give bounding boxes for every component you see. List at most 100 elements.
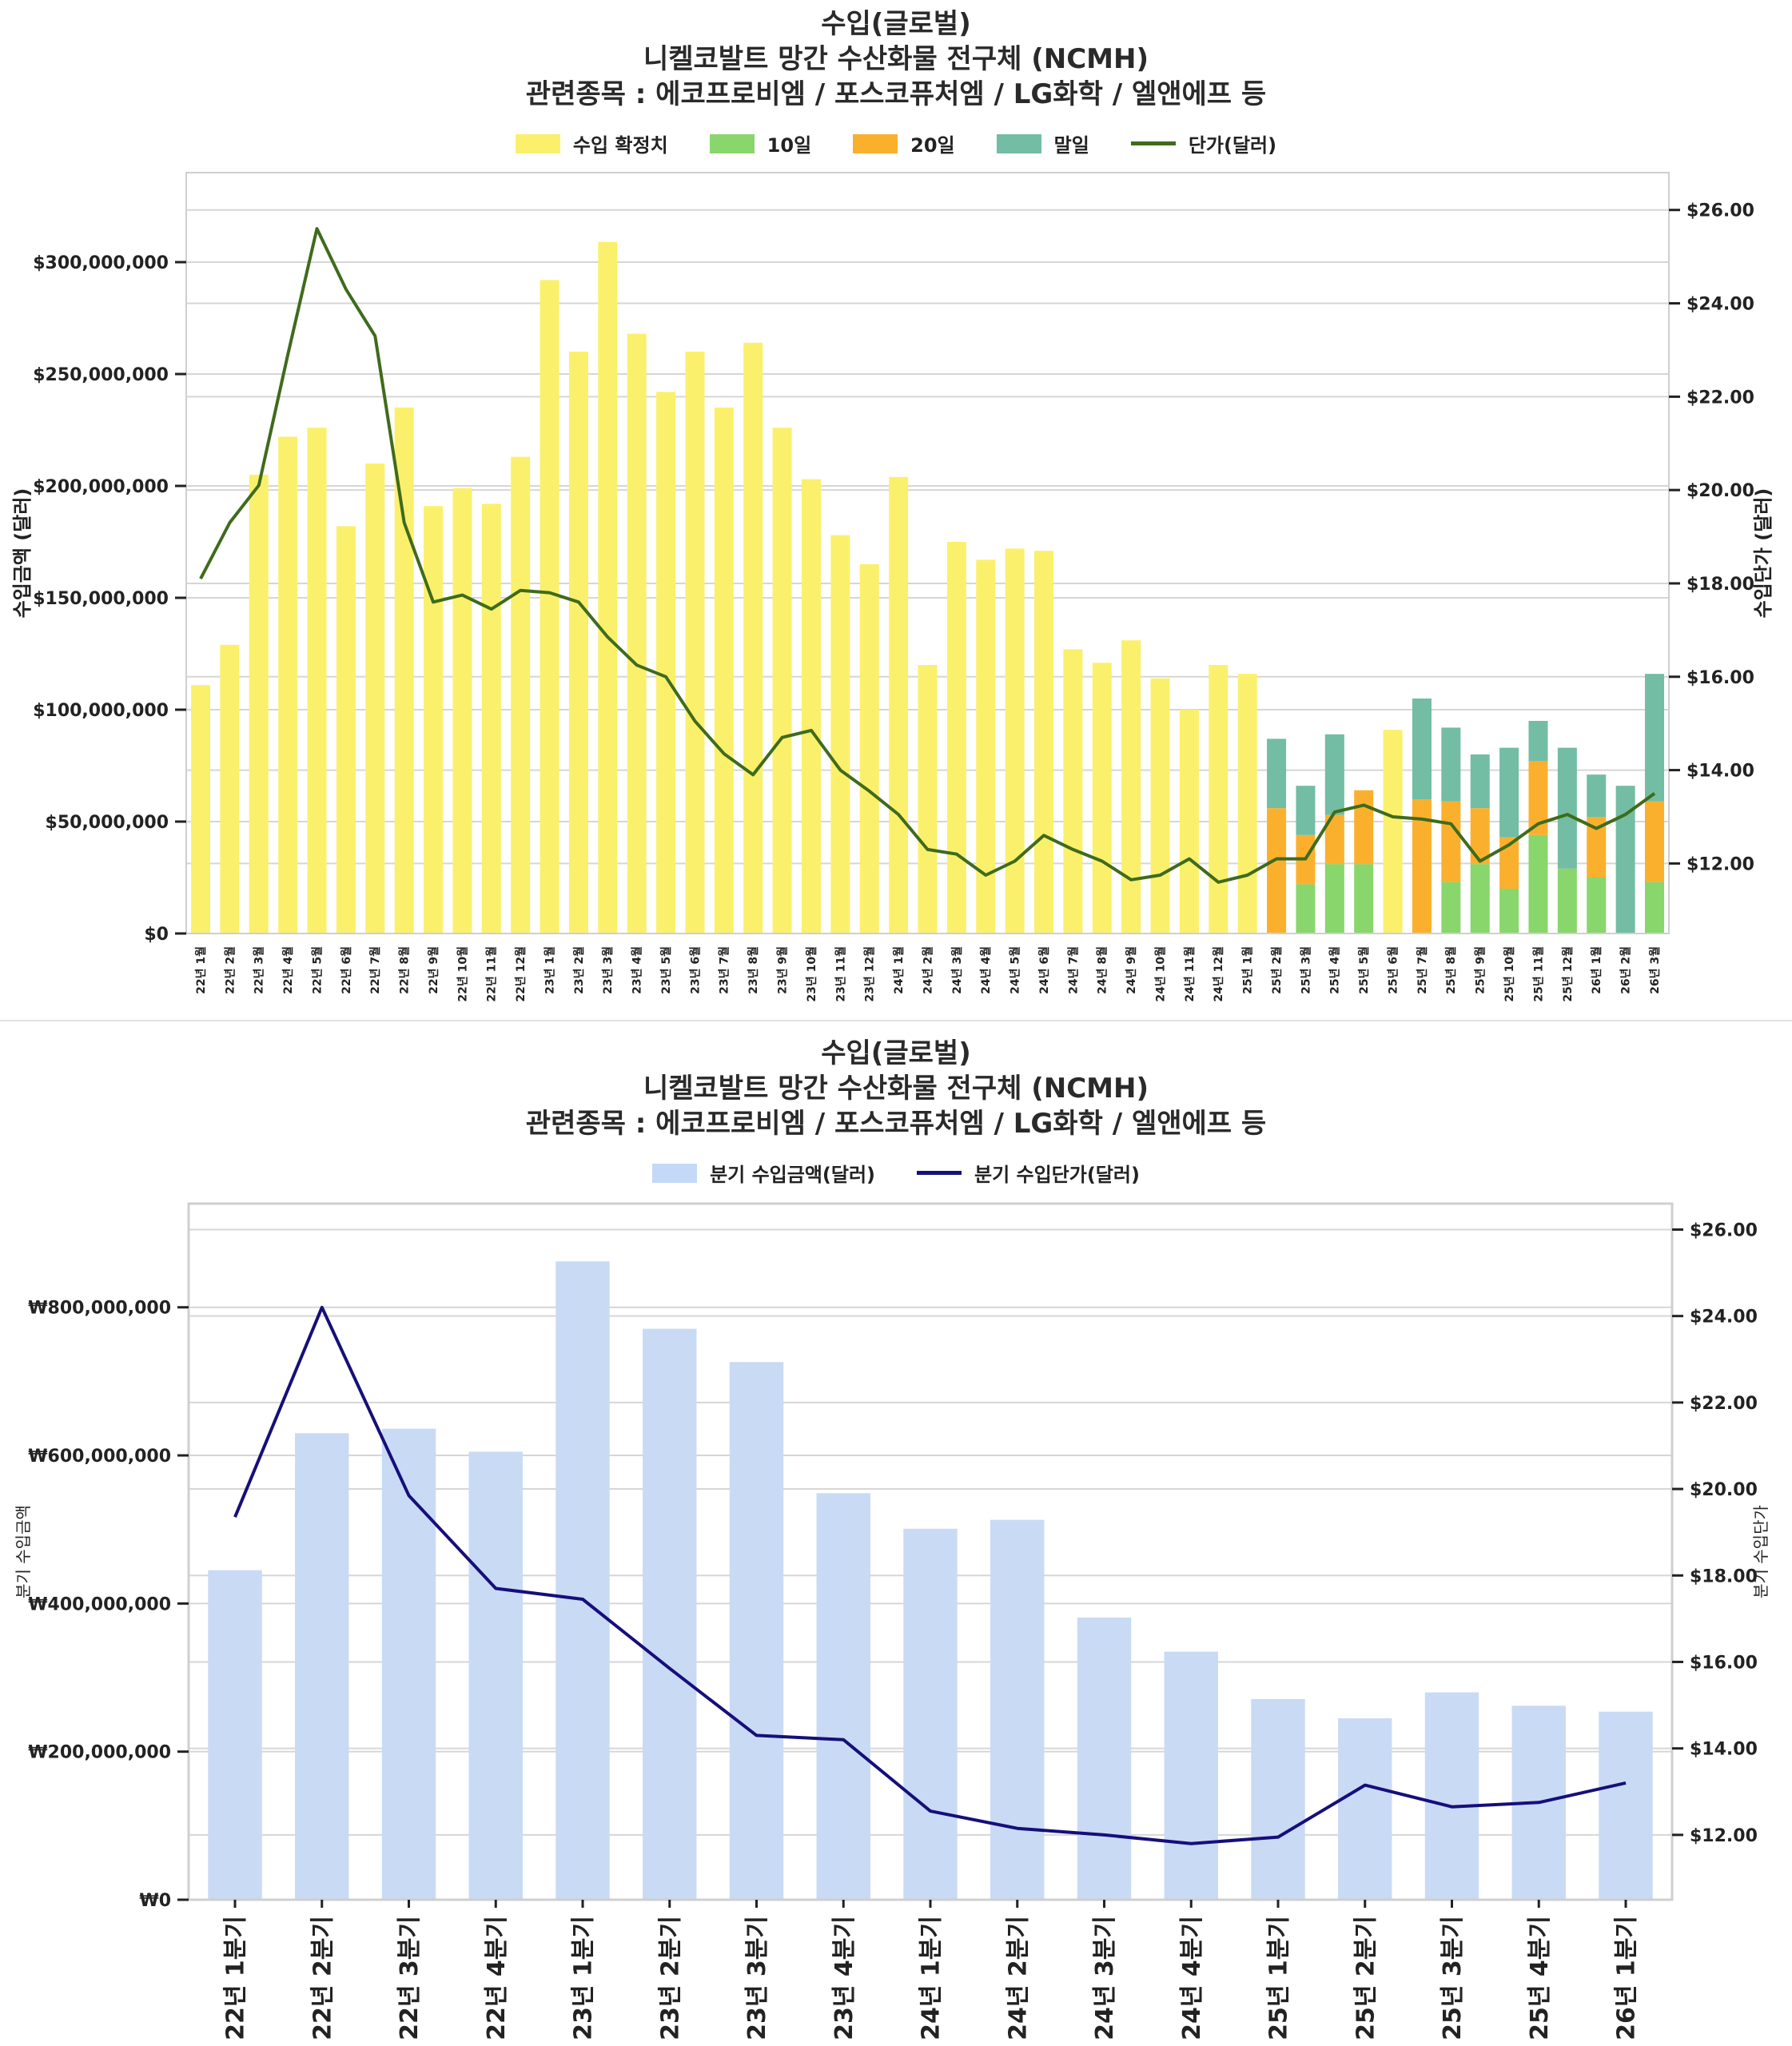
legend-item-unit-price: 단가(달러) [1130, 129, 1277, 157]
x-tick-label: 22년 5월 [310, 946, 324, 994]
bar-quarterly-amount [1354, 790, 1374, 865]
x-tick-label: 23년 4월 [631, 946, 644, 994]
left-tick-label: $150,000,000 [33, 589, 169, 609]
x-tick-label: 23년 7월 [718, 946, 731, 994]
x-tick-label: 22년 7월 [368, 946, 382, 994]
x-tick-label: 25년 1분기 [1265, 1916, 1293, 2040]
bar-quarterly-amount [729, 1362, 784, 1900]
right-tick-label: $26.00 [1690, 1220, 1758, 1240]
bar-quarterly-amount [1441, 801, 1461, 882]
x-tick-label: 23년 3월 [601, 946, 615, 994]
bar-quarterly-amount [278, 436, 298, 933]
x-tick-label: 25년 12월 [1561, 946, 1575, 1002]
left-tick-label: ₩800,000,000 [28, 1299, 171, 1319]
legend-item-quarterly-price: 분기 수입단가(달러) [917, 1159, 1140, 1187]
left-tick-label: $250,000,000 [33, 365, 169, 385]
bar-quarterly-amount [468, 1451, 523, 1900]
chart2-legend: 분기 수입금액(달러) 분기 수입단가(달러) [0, 1159, 1792, 1187]
x-tick-label: 23년 3분기 [743, 1916, 771, 2040]
x-tick-label: 24년 3월 [950, 946, 964, 994]
chart1-title-line2: 니켈코발트 망간 수산화물 전구체 (NCMH) [643, 43, 1149, 75]
x-tick-label: 25년 3분기 [1439, 1916, 1467, 2040]
x-tick-label: 26년 1분기 [1613, 1916, 1641, 2040]
bar-quarterly-amount [220, 644, 240, 933]
bar-quarterly-amount [859, 564, 879, 933]
x-tick-label: 22년 3분기 [396, 1916, 424, 2040]
bar-quarterly-amount [643, 1328, 697, 1900]
legend-swatch-confirmed [515, 133, 560, 153]
x-tick-label: 24년 12월 [1212, 946, 1225, 1002]
bar-quarterly-amount [1092, 663, 1112, 933]
legend-label-10th: 10일 [767, 134, 812, 157]
right-tick-label: $24.00 [1690, 1308, 1758, 1328]
bar-quarterly-amount [1267, 738, 1287, 809]
x-tick-label: 22년 9월 [427, 946, 440, 994]
chart2-title-line1: 수입(글로벌) [821, 1037, 971, 1069]
monthly-import-chart-panel: 수입(글로벌) 니켈코발트 망간 수산화물 전구체 (NCMH) 관련종목 : … [0, 0, 1792, 1020]
chart1-title-line3: 관련종목 : 에코프로비엠 / 포스코퓨처엠 / LG화학 / 엘앤에프 등 [525, 78, 1267, 110]
bar-quarterly-amount [307, 428, 327, 933]
x-tick-label: 25년 5월 [1357, 946, 1371, 994]
x-tick-label: 26년 2월 [1619, 946, 1633, 994]
bar-quarterly-amount [1412, 699, 1432, 799]
x-tick-label: 23년 11월 [834, 946, 847, 1002]
left-tick-label: $0 [144, 925, 169, 945]
bar-quarterly-amount [424, 506, 444, 933]
legend-label-confirmed: 수입 확정치 [572, 134, 668, 157]
x-tick-label: 24년 7월 [1066, 946, 1080, 994]
x-tick-label: 23년 9월 [776, 946, 790, 994]
x-tick-label: 24년 9월 [1125, 946, 1138, 994]
bar-quarterly-amount [540, 280, 560, 933]
x-tick-label: 25년 4분기 [1526, 1916, 1554, 2040]
x-tick-label: 23년 6월 [688, 946, 702, 994]
bar-quarterly-amount [685, 352, 705, 933]
legend-line-unit-price [1130, 141, 1176, 145]
chart1-legend: 수입 확정치 10일 20일 말일 단가(달러) [0, 129, 1792, 157]
bar-quarterly-amount [1237, 674, 1257, 933]
bar-quarterly-amount [1296, 786, 1316, 835]
legend-swatch-quarterly-amount [652, 1163, 698, 1183]
x-tick-label: 25년 3월 [1299, 946, 1312, 994]
bar-quarterly-amount [1470, 864, 1490, 933]
x-tick-label: 25년 4월 [1328, 946, 1342, 994]
bar-quarterly-amount [452, 488, 472, 933]
bar-quarterly-amount [1644, 801, 1665, 882]
x-tick-label: 23년 12월 [863, 946, 877, 1002]
bar-quarterly-amount [1644, 882, 1665, 933]
bar-quarterly-amount [990, 1519, 1045, 1900]
legend-swatch-20th [853, 133, 898, 153]
monthly-import-chart: $0 $50,000,000 $100,000,000 $150,000,000 $20… [11, 172, 1774, 1002]
x-tick-label: 23년 1분기 [570, 1916, 598, 2040]
bar-quarterly-amount [816, 1493, 870, 1900]
bar-quarterly-amount [830, 535, 850, 933]
x-tick-label: 24년 2분기 [1004, 1916, 1032, 2040]
legend-item-10th: 10일 [709, 129, 812, 157]
x-tick-label: 25년 8월 [1444, 946, 1458, 994]
x-tick-label: 26년 1월 [1590, 946, 1603, 994]
bar-quarterly-amount [627, 333, 647, 934]
left-tick-label: ₩0 [139, 1891, 171, 1911]
bar-quarterly-amount [1499, 889, 1519, 933]
right-tick-label: $14.00 [1686, 762, 1754, 782]
legend-item-20th: 20일 [853, 129, 955, 157]
bar-quarterly-amount [208, 1570, 262, 1900]
bar-quarterly-amount [481, 504, 501, 933]
right-tick-label: $22.00 [1690, 1394, 1758, 1414]
bar-quarterly-amount [889, 476, 909, 933]
x-tick-label: 25년 2분기 [1352, 1916, 1380, 2040]
x-tick-label: 22년 1분기 [222, 1916, 250, 2040]
legend-label-unit-price: 단가(달러) [1188, 134, 1277, 157]
x-tick-label: 24년 1분기 [918, 1916, 946, 2040]
bar-quarterly-amount [381, 1428, 436, 1900]
x-tick-label: 23년 5월 [659, 946, 673, 994]
bar-quarterly-amount [1599, 1711, 1653, 1900]
legend-swatch-month-end [996, 133, 1041, 153]
bar-quarterly-amount [249, 475, 269, 933]
x-tick-label: 23년 2분기 [656, 1916, 684, 2040]
bar-quarterly-amount [1528, 721, 1548, 762]
x-tick-label: 25년 7월 [1416, 946, 1429, 994]
bar-quarterly-amount [1164, 1651, 1218, 1900]
right-tick-label: $12.00 [1690, 1826, 1758, 1846]
x-tick-label: 22년 3월 [253, 946, 266, 994]
bar-quarterly-amount [1063, 649, 1083, 933]
